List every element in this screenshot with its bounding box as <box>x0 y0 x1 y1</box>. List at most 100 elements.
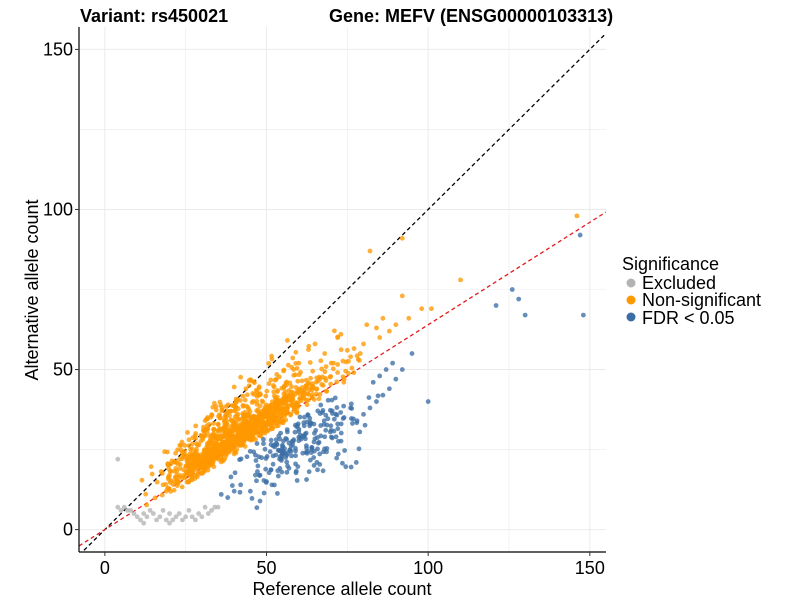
point-non-significant <box>265 428 270 434</box>
point-non-significant <box>361 341 366 347</box>
point-non-significant <box>308 375 313 381</box>
point-fdr-0-05 <box>268 437 274 443</box>
point-non-significant <box>210 451 216 457</box>
point-fdr-0-05 <box>341 403 347 409</box>
point-non-significant <box>208 459 214 465</box>
point-non-significant <box>232 417 237 423</box>
point-non-significant <box>313 391 319 397</box>
point-non-significant <box>172 475 178 480</box>
point-non-significant <box>283 380 289 386</box>
point-fdr-0-05 <box>315 440 321 446</box>
point-non-significant <box>207 441 213 447</box>
point-non-significant <box>229 442 235 448</box>
point-excluded <box>167 520 172 526</box>
point-fdr-0-05 <box>338 430 344 436</box>
point-excluded <box>196 511 202 516</box>
point-excluded <box>121 504 127 510</box>
chart-title-variant: Variant: rs450021 <box>80 6 228 26</box>
point-fdr-0-05 <box>284 436 290 442</box>
point-fdr-0-05 <box>335 421 341 427</box>
point-non-significant <box>165 461 171 467</box>
point-non-significant <box>285 362 291 368</box>
point-non-significant <box>211 426 217 432</box>
y-tick-label: 0 <box>63 520 73 540</box>
point-non-significant <box>186 443 192 449</box>
point-non-significant <box>234 434 240 440</box>
point-fdr-0-05 <box>280 443 286 449</box>
point-fdr-0-05 <box>237 489 243 495</box>
point-non-significant <box>179 450 185 456</box>
point-fdr-0-05 <box>341 415 347 420</box>
point-non-significant <box>246 436 251 442</box>
point-non-significant <box>323 388 329 394</box>
point-fdr-0-05 <box>279 453 285 459</box>
point-fdr-0-05 <box>304 445 309 451</box>
point-non-significant <box>195 442 200 448</box>
point-fdr-0-05 <box>334 405 340 410</box>
point-fdr-0-05 <box>300 450 306 456</box>
point-non-significant <box>304 402 310 408</box>
point-non-significant <box>351 370 357 376</box>
point-non-significant <box>283 417 289 423</box>
point-non-significant <box>215 421 221 427</box>
legend-label-non-significant: Non-significant <box>642 290 761 310</box>
point-non-significant <box>289 384 294 390</box>
y-tick-label: 50 <box>53 360 73 380</box>
point-non-significant <box>235 397 241 402</box>
point-non-significant <box>240 442 246 448</box>
point-fdr-0-05 <box>338 410 344 415</box>
point-excluded <box>202 504 208 510</box>
point-fdr-0-05 <box>247 448 253 454</box>
point-fdr-0-05 <box>301 434 307 439</box>
point-non-significant <box>198 438 204 444</box>
point-fdr-0-05 <box>522 312 528 318</box>
point-fdr-0-05 <box>335 426 341 432</box>
point-non-significant <box>247 426 253 431</box>
point-fdr-0-05 <box>254 478 259 484</box>
point-non-significant <box>306 387 312 393</box>
point-fdr-0-05 <box>305 412 311 418</box>
point-non-significant <box>224 437 230 443</box>
point-non-significant <box>338 347 344 353</box>
point-fdr-0-05 <box>293 448 298 454</box>
point-non-significant <box>179 484 185 490</box>
x-tick-label: 0 <box>100 558 110 578</box>
point-fdr-0-05 <box>298 436 304 442</box>
point-non-significant <box>328 374 334 379</box>
axes: 0 50 100 150 0 50 100 150 <box>43 27 606 578</box>
legend-swatch-non-significant <box>626 295 636 305</box>
point-fdr-0-05 <box>278 458 284 463</box>
point-non-significant <box>268 377 274 383</box>
point-non-significant <box>429 306 434 312</box>
point-fdr-0-05 <box>259 455 265 461</box>
point-fdr-0-05 <box>350 416 356 422</box>
point-non-significant <box>254 388 260 394</box>
point-non-significant <box>285 403 291 409</box>
point-non-significant <box>275 423 281 429</box>
point-fdr-0-05 <box>348 464 354 470</box>
point-non-significant <box>210 434 216 439</box>
point-fdr-0-05 <box>320 408 326 413</box>
point-excluded <box>160 507 166 513</box>
point-non-significant <box>232 427 238 433</box>
point-fdr-0-05 <box>285 429 290 435</box>
point-fdr-0-05 <box>315 446 320 452</box>
point-fdr-0-05 <box>348 405 353 411</box>
point-fdr-0-05 <box>270 443 276 449</box>
point-fdr-0-05 <box>279 469 285 475</box>
point-excluded <box>131 511 137 516</box>
point-non-significant <box>220 407 225 413</box>
point-excluded <box>115 456 121 462</box>
point-fdr-0-05 <box>253 472 258 478</box>
point-fdr-0-05 <box>273 437 279 442</box>
point-non-significant <box>291 408 297 414</box>
legend-label-fdr: FDR < 0.05 <box>642 308 735 328</box>
point-fdr-0-05 <box>323 427 329 433</box>
point-non-significant <box>175 447 180 453</box>
point-fdr-0-05 <box>264 479 269 484</box>
point-fdr-0-05 <box>257 472 263 478</box>
chart-title-gene: Gene: MEFV (ENSG00000103313) <box>329 6 613 26</box>
point-fdr-0-05 <box>302 414 307 420</box>
point-fdr-0-05 <box>325 397 331 403</box>
point-non-significant <box>262 410 267 416</box>
